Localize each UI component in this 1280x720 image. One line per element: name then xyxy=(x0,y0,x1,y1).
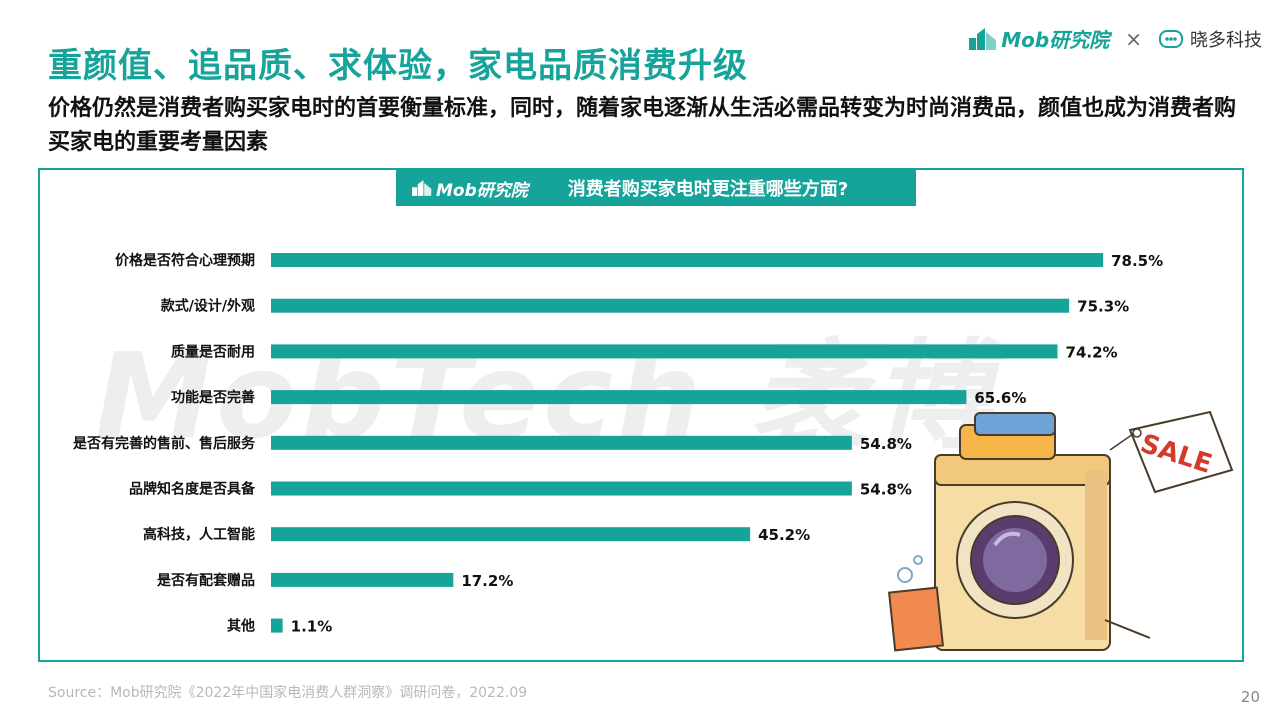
chart-header-logo-label: Mob研究院 xyxy=(436,180,528,201)
source-note: Source：Mob研究院《2022年中国家电消费人群洞察》调研问卷，2022.… xyxy=(48,685,528,701)
value-label-1: 78.5% xyxy=(1111,252,1163,270)
value-label-5: 54.8% xyxy=(860,435,912,453)
partner-label: 晓多科技 xyxy=(1190,29,1262,51)
value-label-2: 75.3% xyxy=(1077,298,1129,316)
category-label-6: 品牌知名度是否具备 xyxy=(129,481,256,498)
category-label-4: 功能是否完善 xyxy=(171,389,255,406)
chart-header: Mob研究院 消费者购买家电时更注重哪些方面? xyxy=(396,170,916,206)
brand-bar: Mob研究院 × 晓多科技 xyxy=(969,24,1262,53)
bar-3 xyxy=(271,344,1058,359)
bar-6 xyxy=(271,481,852,496)
chart-header-logo: Mob研究院 xyxy=(412,176,528,201)
sale-tag-illustration xyxy=(1109,410,1234,494)
category-label-7: 高科技，人工智能 xyxy=(143,526,255,543)
category-label-2: 款式/设计/外观 xyxy=(161,298,255,315)
value-label-9: 1.1% xyxy=(291,618,333,636)
value-label-6: 54.8% xyxy=(860,481,912,499)
category-label-3: 质量是否耐用 xyxy=(171,343,255,360)
mob-logo-small-icon xyxy=(412,180,432,196)
value-label-3: 74.2% xyxy=(1066,343,1118,361)
bar-9 xyxy=(271,618,283,633)
mob-logo-icon xyxy=(969,27,997,50)
chart-title: 消费者购买家电时更注重哪些方面? xyxy=(567,179,849,200)
page-title: 重颜值、追品质、求体验，家电品质消费升级 xyxy=(48,46,748,86)
washing-machine-illustration xyxy=(888,412,1151,652)
bar-4 xyxy=(271,390,967,405)
category-label-8: 是否有配套赠品 xyxy=(157,572,255,589)
bar-5 xyxy=(271,435,852,450)
bar-2 xyxy=(271,298,1070,313)
value-label-8: 17.2% xyxy=(461,572,513,590)
mob-logo: Mob研究院 xyxy=(969,24,1109,53)
bar-7 xyxy=(271,527,751,542)
value-label-7: 45.2% xyxy=(758,526,810,544)
category-label-1: 价格是否符合心理预期 xyxy=(115,252,255,269)
partner-logo: 晓多科技 xyxy=(1158,26,1262,52)
mob-logo-label: Mob研究院 xyxy=(1001,28,1110,52)
partner-separator: × xyxy=(1125,26,1142,51)
bar-1 xyxy=(271,253,1104,267)
page-number: 20 xyxy=(1240,688,1260,706)
page-subtitle: 价格仍然是消费者购买家电时的首要衡量标准，同时，随着家电逐渐从生活必需品转变为时… xyxy=(48,96,1237,155)
chat-bot-icon xyxy=(1159,29,1183,48)
category-label-9: 其他 xyxy=(227,618,255,635)
value-label-4: 65.6% xyxy=(974,389,1026,407)
category-label-5: 是否有完善的售前、售后服务 xyxy=(73,435,256,452)
bar-8 xyxy=(271,572,454,587)
